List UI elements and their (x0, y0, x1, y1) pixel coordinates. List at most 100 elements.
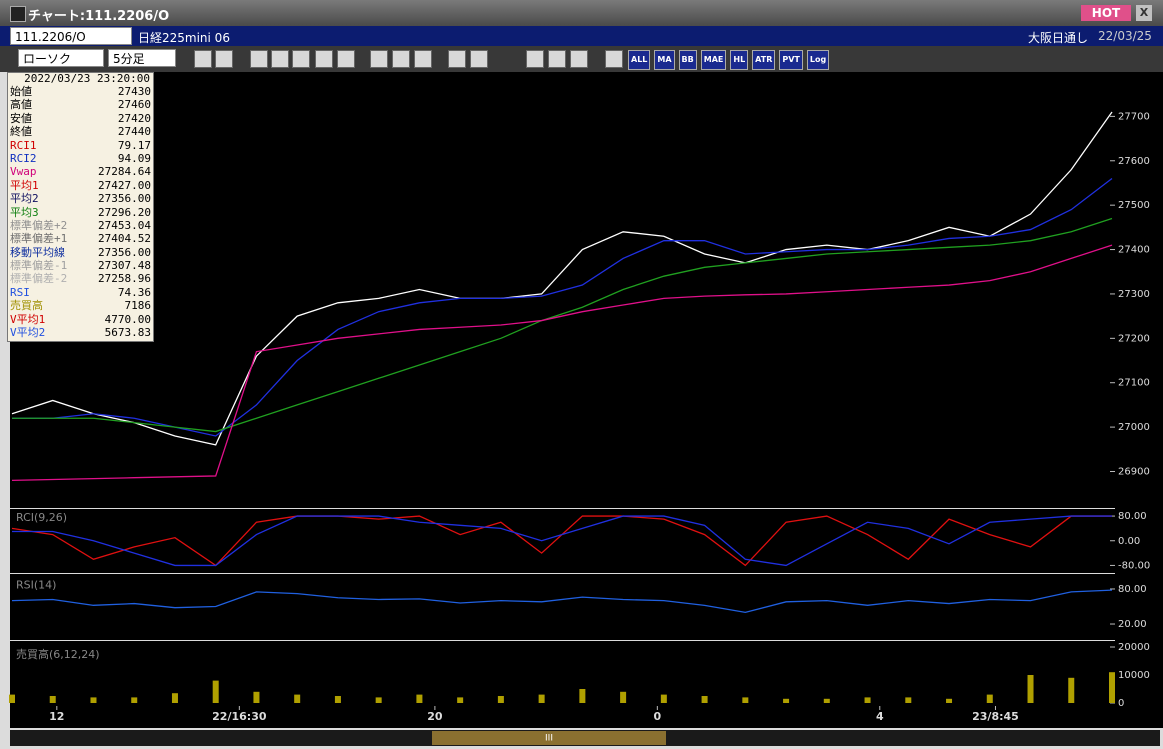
close-button[interactable]: X (1136, 5, 1152, 21)
tool-icon[interactable] (194, 50, 212, 68)
tool-icon[interactable] (215, 50, 233, 68)
y-tick-label: 27000 (1118, 422, 1150, 433)
volume-bar (742, 697, 749, 703)
info-label: 平均1 (10, 178, 39, 192)
volume-bar (497, 696, 504, 703)
volume-bar (90, 697, 97, 703)
info-value: 27296.20 (98, 205, 151, 219)
info-row: 平均2 27356.00 (8, 192, 153, 205)
volume-bar (1068, 677, 1075, 703)
info-label: 安値 (10, 111, 32, 125)
info-value: 27356.00 (98, 245, 151, 259)
title-bar: チャート:111.2206/O HOT X (0, 0, 1163, 26)
tool-icon[interactable] (548, 50, 566, 68)
volume-bar (212, 680, 219, 703)
info-row: 高値 27460 (8, 98, 153, 111)
style-select[interactable]: ローソク (18, 49, 104, 67)
x-tick-label: 0 (654, 710, 662, 723)
volume-bar (1109, 672, 1115, 703)
y-tick-label: 80.00 (1118, 584, 1147, 595)
info-value: 94.09 (117, 151, 151, 165)
scroll-grip: III (545, 734, 553, 744)
indicator-button[interactable]: BB (678, 50, 697, 70)
tool-icon[interactable] (448, 50, 466, 68)
tool-icon[interactable] (370, 50, 388, 68)
window-title: チャート:111.2206/O (28, 9, 170, 24)
indicator-button[interactable]: MA (654, 50, 675, 70)
scroll-thumb[interactable] (432, 731, 666, 745)
tool-icon[interactable] (570, 50, 588, 68)
volume-bar (946, 698, 953, 703)
tool-icon[interactable] (526, 50, 544, 68)
info-label: 標準偏差+1 (10, 232, 68, 246)
volume-bar (701, 696, 708, 703)
tool-icon[interactable] (271, 50, 289, 68)
series-line (12, 178, 1113, 437)
y-tick-label: 27600 (1118, 156, 1150, 167)
info-row: 標準偏差+1 27404.52 (8, 232, 153, 245)
indicator-button[interactable]: MAE (700, 50, 727, 70)
info-panel: 2022/03/23 23:20:00 始値 27430 高値 27460 安値 2742… (7, 72, 154, 342)
y-tick-label: 27500 (1118, 200, 1150, 211)
series-line (11, 589, 1113, 614)
info-row: 標準偏差+2 27453.04 (8, 219, 153, 232)
volume-bar (416, 694, 423, 703)
tool-icon[interactable] (392, 50, 410, 68)
info-label: RSI (10, 285, 30, 299)
info-value: 27356.00 (98, 192, 151, 206)
info-value: 27427.00 (98, 178, 151, 192)
info-label: 平均2 (10, 192, 39, 206)
info-row: 安値 27420 (8, 112, 153, 125)
panel-title: 売買高(6,12,24) (16, 647, 100, 661)
tool-icon[interactable] (337, 50, 355, 68)
info-row: 始値 27430 (8, 85, 153, 98)
indicator-button[interactable]: PVT (779, 50, 803, 70)
indicator-button[interactable]: HL (730, 50, 749, 70)
tool-icon[interactable] (414, 50, 432, 68)
y-tick-label: 80.00 (1118, 511, 1147, 522)
info-label: RCI2 (10, 151, 37, 165)
tool-icon[interactable] (250, 50, 268, 68)
info-value: 27420 (117, 111, 151, 125)
volume-panel (10, 641, 1115, 706)
info-value: 27307.48 (98, 259, 151, 273)
interval-select[interactable]: 5分足 (108, 49, 176, 67)
volume-bar (823, 698, 830, 703)
price-axis (1115, 72, 1163, 706)
tool-icon[interactable] (605, 50, 623, 68)
info-value: 27460 (117, 98, 151, 112)
info-label: 標準偏差-2 (10, 272, 68, 286)
info-value: 27440 (117, 125, 151, 139)
volume-bar (620, 691, 627, 703)
tool-icon[interactable] (292, 50, 310, 68)
info-value: 79.17 (117, 138, 151, 152)
y-tick-label: 27200 (1118, 333, 1150, 344)
info-label: Vwap (10, 165, 37, 179)
y-tick-label: -80.00 (1118, 560, 1150, 571)
y-tick-label: 26900 (1118, 466, 1150, 477)
app-icon (10, 6, 26, 22)
indicator-button[interactable]: ALL (628, 50, 651, 70)
rci-panel (10, 509, 1115, 573)
tool-icon[interactable] (470, 50, 488, 68)
indicator-button[interactable]: ATR (752, 50, 776, 70)
info-label: V平均2 (10, 326, 46, 340)
x-tick-label: 20 (427, 710, 443, 723)
info-label: 始値 (10, 85, 32, 98)
panel-title: RCI(9,26) (16, 511, 67, 524)
indicator-button[interactable]: Log (806, 50, 830, 70)
hot-badge[interactable]: HOT (1081, 5, 1131, 21)
info-row: 売買高 7186 (8, 299, 153, 312)
tool-icon[interactable] (315, 50, 333, 68)
info-row: RSI 74.36 (8, 286, 153, 299)
info-row: 移動平均線 27356.00 (8, 246, 153, 259)
volume-bar (986, 694, 993, 703)
info-row: Vwap 27284.64 (8, 165, 153, 178)
code-input[interactable]: 111.2206/O (10, 27, 132, 45)
volume-bar (9, 694, 15, 703)
indicator-icons: ALL MA BB MAE HL ATR PVT Log (628, 50, 830, 70)
info-row: V平均1 4770.00 (8, 313, 153, 326)
y-tick-label: 0 (1118, 698, 1124, 709)
